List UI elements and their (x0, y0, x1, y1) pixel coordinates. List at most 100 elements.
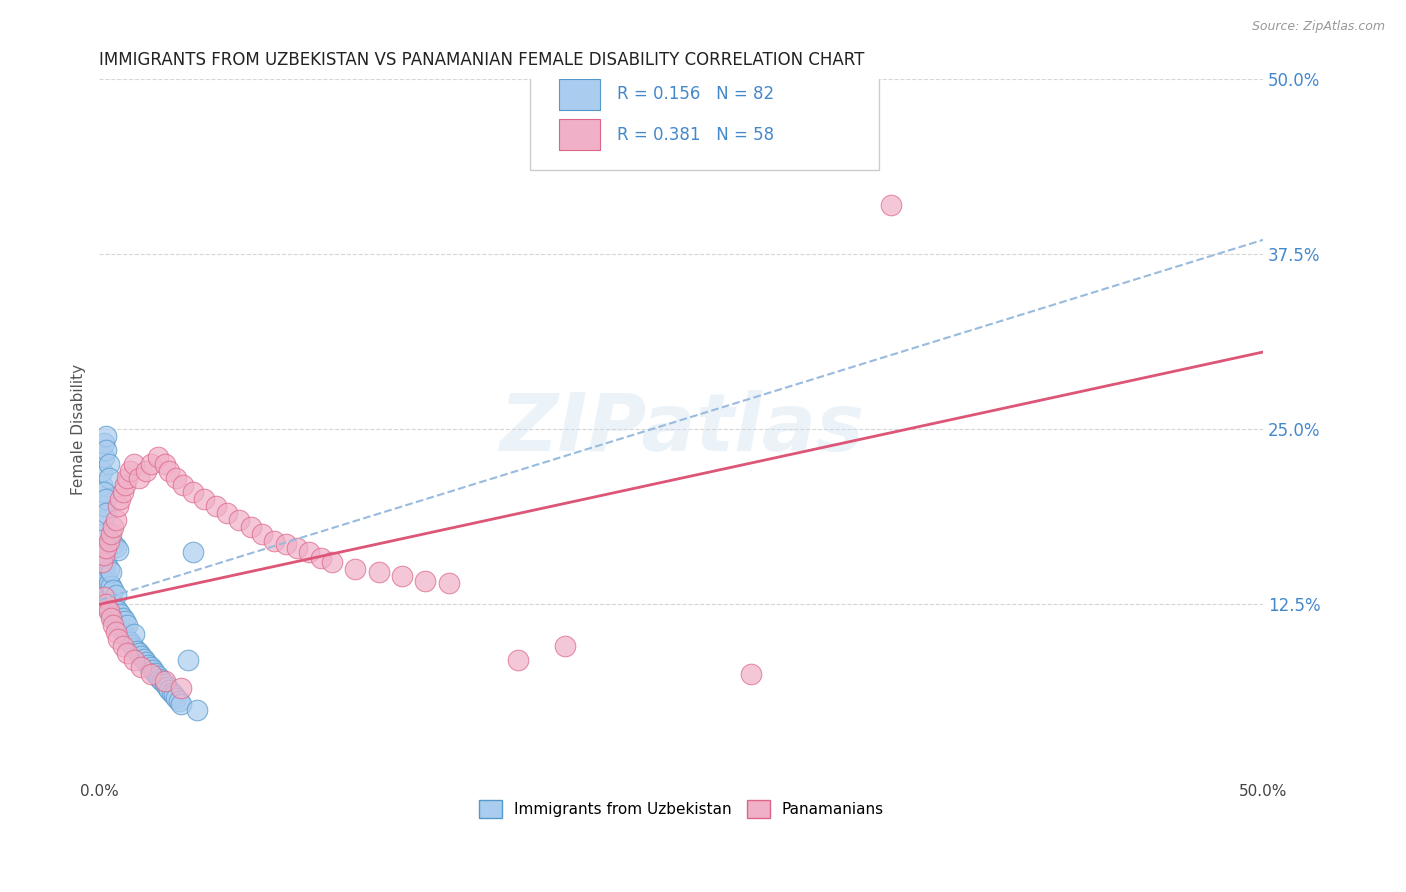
Point (97, 471, 120, 485)
Point (131, 660, 153, 674)
Point (117, 618, 139, 632)
Point (128, 471, 150, 485)
Point (186, 702, 208, 716)
Point (172, 478, 194, 492)
Point (104, 540, 127, 554)
Point (93, 499, 115, 513)
Text: ZIPatlas: ZIPatlas (499, 390, 863, 468)
Point (100, 607, 122, 622)
Point (132, 652, 155, 666)
Point (100, 565, 122, 579)
Point (103, 583, 125, 598)
Point (100, 593, 122, 607)
Point (103, 611, 125, 625)
Point (90, 555, 112, 569)
Point (117, 647, 139, 661)
Point (103, 598, 125, 612)
Point (104, 625, 127, 640)
Point (153, 677, 176, 691)
Point (204, 499, 226, 513)
FancyBboxPatch shape (530, 58, 879, 169)
Point (177, 653, 200, 667)
Y-axis label: Female Disability: Female Disability (72, 364, 86, 495)
Point (93, 576, 115, 591)
Point (97, 576, 120, 591)
Point (228, 513, 250, 527)
Point (107, 618, 129, 632)
Point (107, 542, 129, 557)
Point (181, 545, 204, 559)
Point (321, 555, 343, 569)
Point (285, 541, 308, 556)
Point (139, 660, 162, 674)
Point (367, 565, 389, 579)
Point (96, 443, 118, 458)
Point (298, 545, 321, 559)
Point (93, 549, 115, 563)
Point (391, 569, 413, 583)
Point (111, 485, 134, 500)
Point (100, 611, 122, 625)
Point (114, 478, 136, 492)
Point (239, 520, 262, 534)
Point (124, 457, 146, 471)
Point (96, 541, 118, 556)
Point (181, 485, 204, 500)
Text: R = 0.381   N = 58: R = 0.381 N = 58 (617, 126, 775, 144)
Point (90, 513, 112, 527)
Point (93, 562, 115, 576)
Point (193, 492, 215, 507)
Point (117, 471, 139, 485)
Point (274, 537, 297, 551)
Text: Source: ZipAtlas.com: Source: ZipAtlas.com (1251, 20, 1385, 33)
Point (263, 534, 285, 549)
Point (97, 604, 120, 618)
Point (90, 569, 112, 583)
Point (104, 513, 127, 527)
Point (309, 551, 332, 566)
Point (117, 632, 139, 647)
Point (554, 640, 576, 654)
Point (103, 618, 125, 632)
Point (160, 686, 183, 700)
Point (136, 657, 159, 672)
Point (167, 694, 190, 708)
Point (217, 506, 239, 520)
Point (149, 672, 172, 686)
Point (93, 436, 115, 450)
Point (90, 527, 112, 541)
Point (93, 485, 115, 500)
Point (90, 478, 112, 492)
Point (110, 492, 132, 507)
Point (165, 691, 187, 706)
Point (100, 579, 122, 593)
Point (93, 591, 115, 605)
Point (118, 464, 141, 478)
Text: R = 0.156   N = 82: R = 0.156 N = 82 (617, 85, 775, 103)
Point (135, 464, 157, 478)
Point (124, 627, 146, 641)
Point (118, 635, 141, 649)
Point (124, 653, 146, 667)
Point (508, 653, 530, 667)
Point (96, 541, 118, 556)
Point (880, 198, 903, 212)
Point (128, 647, 150, 661)
Point (107, 499, 129, 513)
Point (100, 534, 122, 549)
Point (157, 682, 180, 697)
Point (96, 569, 118, 583)
Point (90, 464, 112, 478)
Point (344, 562, 367, 576)
Point (97, 534, 120, 549)
Point (170, 681, 193, 696)
Point (437, 576, 460, 591)
Point (104, 601, 127, 615)
Point (150, 674, 173, 689)
Point (96, 555, 118, 569)
Point (90, 555, 112, 569)
Point (96, 506, 118, 520)
Point (100, 527, 122, 541)
Point (157, 464, 180, 478)
Point (97, 457, 120, 471)
